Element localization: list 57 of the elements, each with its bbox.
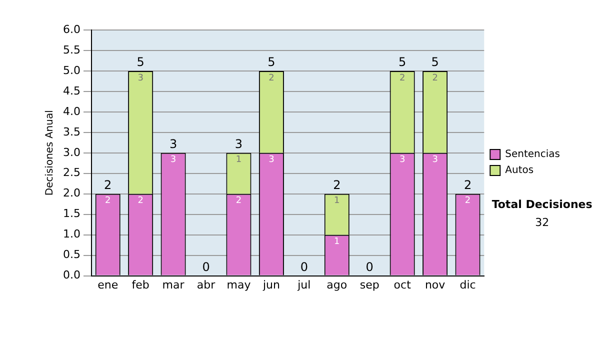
y-tick-label: 1.0	[62, 228, 80, 241]
y-tick-label: 6.0	[62, 22, 80, 36]
x-tick-label: jul	[296, 278, 311, 292]
x-tick-label: ene	[98, 278, 118, 292]
x-tick-label: dic	[460, 278, 476, 292]
y-tick-label: 5.5	[62, 43, 80, 56]
total-label: 3	[169, 137, 178, 152]
y-tick-label: 2.0	[62, 186, 80, 200]
x-tick-label: abr	[196, 278, 216, 292]
total-label: 5	[268, 55, 276, 70]
y-tick-label: 0.5	[62, 248, 80, 262]
data-label: 2	[236, 196, 242, 206]
total-label: 2	[464, 178, 472, 192]
y-tick-label: 3.0	[62, 146, 80, 159]
y-tick-label: 2.5	[62, 166, 80, 180]
data-label: 1	[236, 155, 242, 166]
data-label: 2	[268, 73, 274, 84]
text: Total Decisiones	[492, 198, 593, 211]
data-label: 2	[138, 196, 144, 206]
data-label: 3	[268, 155, 274, 166]
total-label: 2	[333, 178, 341, 192]
y-tick-label: 5.0	[62, 64, 80, 77]
data-label: 2	[464, 196, 471, 206]
total-label: 5	[398, 55, 406, 70]
total-label: 0	[202, 260, 210, 274]
y-tick-label: 3.5	[62, 125, 80, 138]
total-label: 0	[300, 260, 308, 274]
y-tick-label: 4.5	[62, 84, 80, 98]
x-tick-label: ago	[326, 278, 348, 292]
total-label: 5	[136, 55, 144, 70]
x-tick-label: sep	[360, 278, 380, 292]
data-label: 2	[399, 73, 406, 84]
data-label: 1	[334, 196, 340, 206]
legend-label: Autos	[505, 165, 534, 176]
x-tick-label: oct	[394, 278, 412, 292]
data-label: 1	[334, 237, 340, 248]
y-axis-title: Decisiones Anual	[44, 110, 56, 196]
data-label: 3	[432, 155, 438, 166]
total-label: 2	[104, 178, 112, 192]
data-label: 2	[432, 73, 438, 84]
total-label: 3	[234, 137, 243, 152]
y-tick-label: 1.5	[62, 207, 80, 220]
legend-label: Sentencias	[505, 149, 560, 160]
x-tick-label: jun	[262, 278, 280, 292]
total-label: 0	[366, 260, 374, 274]
y-tick-label: 4.0	[62, 104, 80, 118]
x-tick-label: may	[226, 278, 252, 292]
total-label: 5	[431, 55, 439, 70]
data-label: 3	[170, 155, 176, 166]
x-tick-label: mar	[162, 278, 185, 292]
text: 32	[535, 216, 550, 229]
data-label: 2	[104, 196, 111, 206]
x-tick-label: nov	[424, 278, 446, 292]
y-tick-label: 0.0	[62, 268, 80, 282]
x-tick-label: feb	[132, 278, 150, 292]
data-label: 3	[138, 73, 144, 84]
data-label: 3	[399, 155, 406, 166]
